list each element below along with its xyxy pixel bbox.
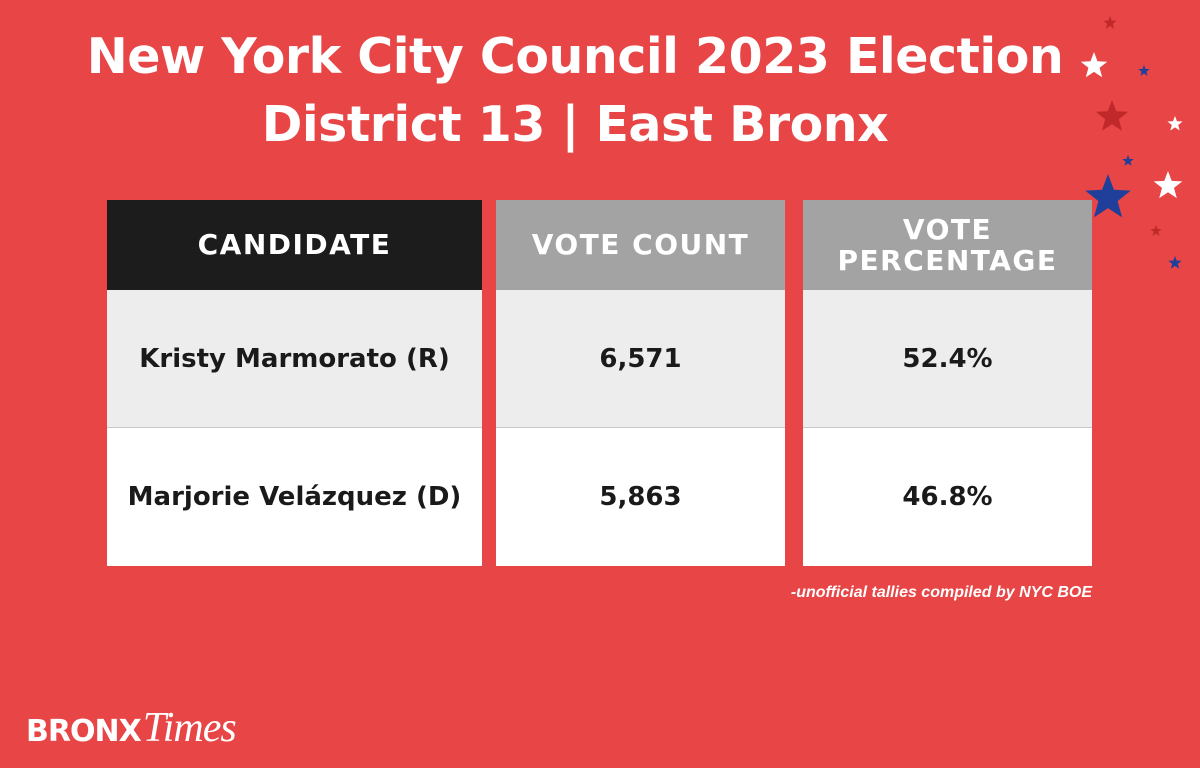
chart-title-line-2: District 13 | East Bronx	[261, 96, 889, 153]
decorative-stars	[1080, 16, 1183, 269]
star-icon	[1080, 52, 1108, 78]
table-cell-vote-percentage-1: 52.4%	[803, 290, 1092, 428]
star-icon	[1138, 65, 1150, 76]
column-header-vote-count: VOTE COUNT	[496, 200, 785, 290]
source-footnote: -unofficial tallies compiled by NYC BOE	[790, 584, 1092, 601]
star-icon	[1168, 256, 1182, 269]
column-header-candidate: CANDIDATE	[107, 200, 482, 290]
star-icon	[1103, 16, 1117, 29]
table-cell-vote-percentage-2: 46.8%	[803, 428, 1092, 566]
star-icon	[1167, 116, 1183, 131]
logo-bronx-text: BRONX	[26, 714, 142, 749]
column-header-vote-percentage: VOTE PERCENTAGE	[803, 200, 1092, 290]
star-icon	[1095, 100, 1129, 131]
table-cell-candidate-1: Kristy Marmorato (R)	[107, 290, 482, 428]
table-cell-vote-count-2: 5,863	[496, 428, 785, 566]
star-icon	[1153, 171, 1183, 199]
bronx-times-logo: BRONX Times	[26, 704, 237, 751]
table-cell-candidate-2: Marjorie Velázquez (D)	[107, 428, 482, 566]
star-icon	[1150, 225, 1162, 236]
vote-count-column: VOTE COUNT 6,571 5,863	[496, 200, 785, 566]
candidate-column: CANDIDATE Kristy Marmorato (R) Marjorie …	[107, 200, 482, 566]
vote-percentage-column: VOTE PERCENTAGE 52.4% 46.8%	[803, 200, 1092, 566]
logo-times-text: Times	[142, 705, 237, 751]
star-icon	[1122, 155, 1134, 166]
star-icon	[1085, 174, 1131, 218]
chart-title-line-1: New York City Council 2023 Election	[86, 28, 1064, 85]
table-cell-vote-count-1: 6,571	[496, 290, 785, 428]
